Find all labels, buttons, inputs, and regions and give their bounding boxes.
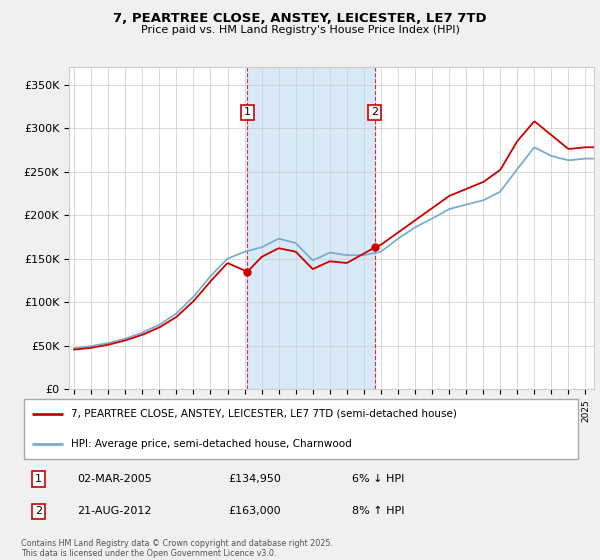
Text: Price paid vs. HM Land Registry's House Price Index (HPI): Price paid vs. HM Land Registry's House … bbox=[140, 25, 460, 35]
Text: £163,000: £163,000 bbox=[229, 506, 281, 516]
Text: HPI: Average price, semi-detached house, Charnwood: HPI: Average price, semi-detached house,… bbox=[71, 439, 352, 449]
Text: 1: 1 bbox=[244, 108, 251, 118]
Text: £134,950: £134,950 bbox=[229, 474, 281, 484]
Text: 2: 2 bbox=[35, 506, 42, 516]
Text: 21-AUG-2012: 21-AUG-2012 bbox=[77, 506, 152, 516]
Text: 7, PEARTREE CLOSE, ANSTEY, LEICESTER, LE7 7TD (semi-detached house): 7, PEARTREE CLOSE, ANSTEY, LEICESTER, LE… bbox=[71, 409, 457, 419]
Text: 8% ↑ HPI: 8% ↑ HPI bbox=[352, 506, 404, 516]
Text: 1: 1 bbox=[35, 474, 42, 484]
Text: 2: 2 bbox=[371, 108, 379, 118]
Text: 02-MAR-2005: 02-MAR-2005 bbox=[77, 474, 152, 484]
Text: 6% ↓ HPI: 6% ↓ HPI bbox=[352, 474, 404, 484]
Text: 7, PEARTREE CLOSE, ANSTEY, LEICESTER, LE7 7TD: 7, PEARTREE CLOSE, ANSTEY, LEICESTER, LE… bbox=[113, 12, 487, 25]
FancyBboxPatch shape bbox=[24, 399, 578, 459]
Bar bbox=[247, 67, 375, 389]
Text: Contains HM Land Registry data © Crown copyright and database right 2025.
This d: Contains HM Land Registry data © Crown c… bbox=[21, 539, 333, 558]
